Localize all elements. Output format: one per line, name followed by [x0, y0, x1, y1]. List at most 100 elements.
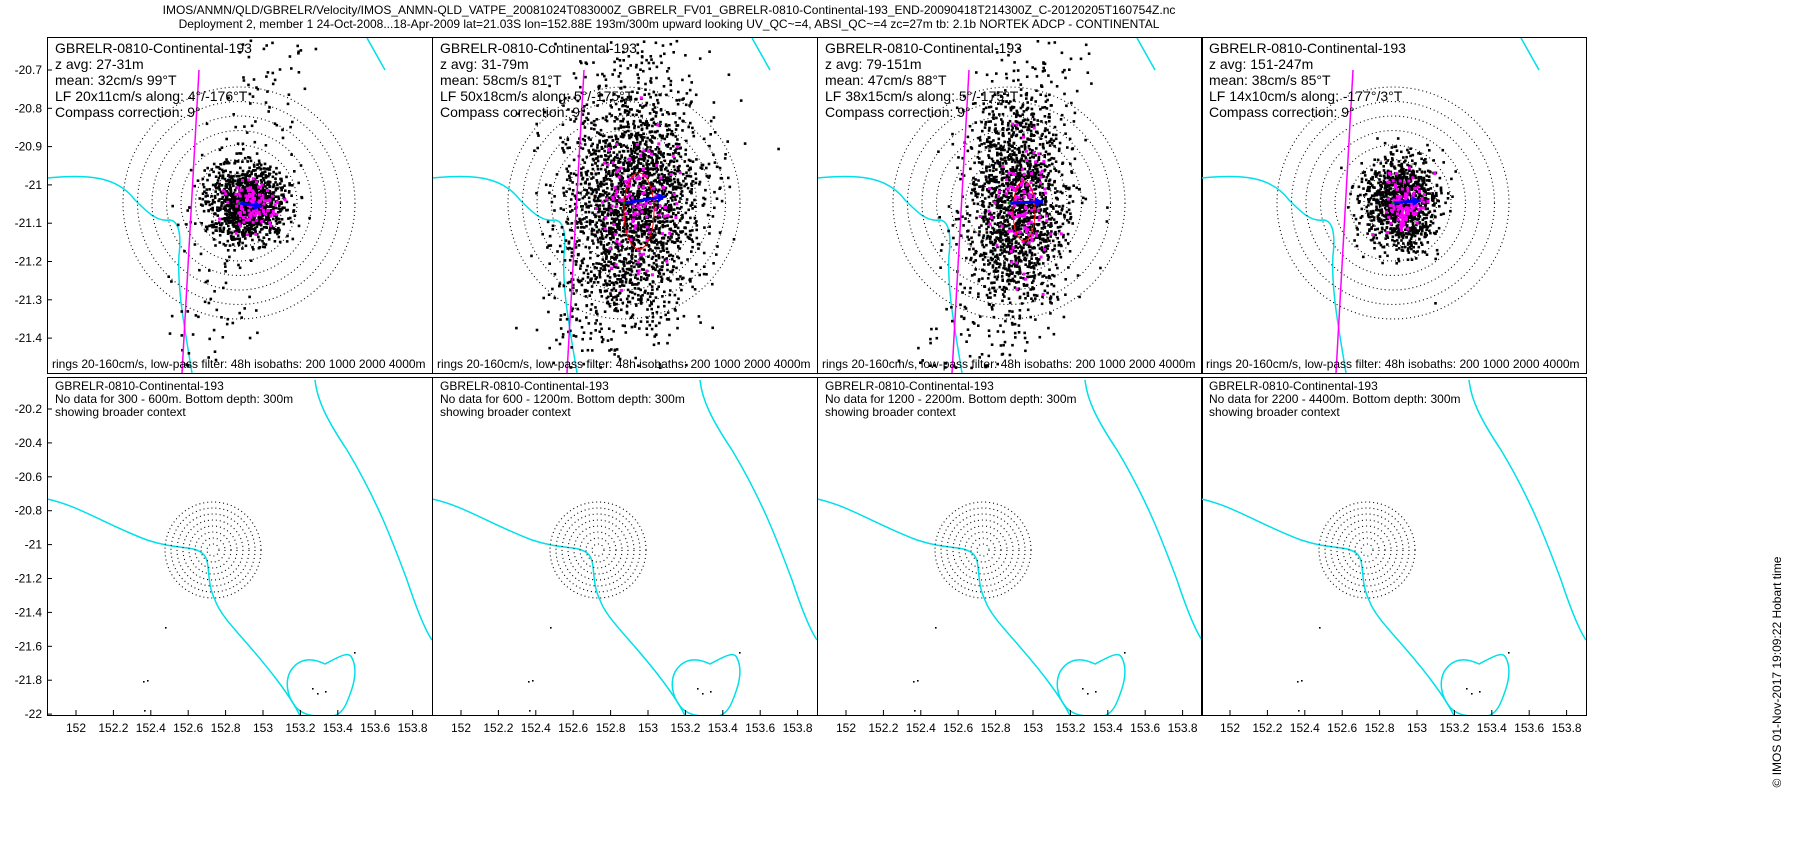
velocity-point: [574, 243, 577, 246]
lowpass-point: [636, 260, 640, 264]
velocity-point: [272, 217, 275, 221]
velocity-point: [670, 215, 673, 219]
velocity-point: [607, 135, 611, 139]
velocity-point: [236, 234, 240, 237]
velocity-point: [287, 93, 291, 96]
velocity-point: [973, 187, 976, 191]
velocity-rings: [122, 86, 356, 320]
lowpass-point: [649, 152, 653, 156]
velocity-point: [233, 249, 236, 252]
velocity-point: [695, 263, 698, 266]
velocity-point: [646, 193, 650, 197]
velocity-point: [702, 196, 705, 200]
velocity-point: [267, 195, 271, 198]
velocity-point: [661, 113, 664, 116]
velocity-point: [635, 155, 638, 159]
velocity-point: [255, 188, 258, 192]
velocity-point: [724, 153, 727, 156]
velocity-point: [608, 232, 611, 236]
velocity-point: [246, 180, 250, 183]
velocity-point: [625, 98, 628, 101]
velocity-point: [691, 245, 694, 249]
velocity-point: [639, 212, 642, 215]
velocity-point: [612, 283, 616, 287]
velocity-point: [589, 337, 592, 340]
velocity-point: [272, 170, 275, 174]
velocity-point: [630, 155, 634, 159]
velocity-point: [671, 195, 674, 199]
velocity-point: [674, 128, 678, 131]
velocity-point: [229, 170, 232, 174]
velocity-point: [253, 165, 256, 168]
velocity-point: [1009, 168, 1012, 171]
velocity-point: [227, 216, 230, 220]
velocity-point: [228, 210, 231, 214]
velocity-point: [588, 221, 592, 224]
lowpass-point: [254, 180, 258, 184]
velocity-point: [630, 265, 633, 268]
velocity-point: [603, 74, 606, 78]
lowpass-point: [629, 238, 633, 242]
velocity-point: [600, 193, 604, 196]
velocity-point: [565, 178, 569, 181]
velocity-point: [606, 158, 610, 161]
velocity-point: [582, 166, 585, 169]
velocity-point: [981, 277, 984, 280]
velocity-point: [1043, 289, 1047, 293]
velocity-point: [639, 320, 643, 323]
velocity-point: [619, 64, 622, 68]
velocity-point: [649, 95, 652, 99]
velocity-point: [239, 178, 242, 181]
velocity-point: [583, 288, 587, 292]
velocity-point: [251, 245, 254, 249]
velocity-point: [273, 78, 277, 82]
velocity-point: [647, 274, 650, 277]
velocity-point: [667, 318, 671, 321]
velocity-point: [656, 160, 659, 164]
velocity-point: [595, 221, 599, 224]
velocity-point: [635, 238, 638, 242]
velocity-point: [618, 178, 622, 181]
velocity-point: [990, 343, 994, 346]
velocity-point: [602, 204, 605, 207]
velocity-point: [685, 92, 689, 95]
velocity-point: [610, 114, 614, 117]
velocity-point: [620, 171, 624, 175]
velocity-point: [574, 117, 578, 121]
velocity-point: [594, 173, 598, 176]
velocity-point: [1012, 99, 1016, 102]
velocity-point: [668, 153, 672, 156]
velocity-point: [667, 163, 671, 166]
velocity-point: [618, 59, 622, 62]
velocity-point: [603, 178, 606, 182]
velocity-point: [229, 216, 233, 219]
velocity-point: [186, 364, 190, 367]
velocity-point: [647, 186, 651, 190]
velocity-point: [655, 65, 659, 69]
velocity-point: [630, 315, 634, 318]
velocity-point: [563, 194, 566, 197]
velocity-point: [551, 228, 555, 231]
velocity-point: [593, 213, 596, 216]
velocity-point: [646, 176, 649, 180]
velocity-point: [632, 170, 636, 173]
velocity-point: [651, 255, 655, 259]
velocity-point: [548, 262, 551, 265]
velocity-point: [654, 93, 658, 97]
velocity-point: [235, 182, 238, 186]
velocity-point: [574, 76, 578, 80]
velocity-point: [672, 229, 675, 233]
velocity-point: [1023, 242, 1026, 245]
velocity-point: [630, 325, 634, 329]
velocity-point: [691, 229, 694, 232]
velocity-point: [989, 231, 993, 234]
velocity-point: [576, 226, 579, 229]
velocity-point: [586, 348, 590, 352]
y-tick-label: -20.9: [15, 140, 43, 154]
velocity-point: [250, 170, 253, 174]
velocity-point: [600, 295, 604, 298]
velocity-point: [997, 229, 1001, 233]
velocity-point: [680, 277, 684, 281]
velocity-point: [596, 312, 599, 316]
velocity-point: [640, 230, 644, 233]
